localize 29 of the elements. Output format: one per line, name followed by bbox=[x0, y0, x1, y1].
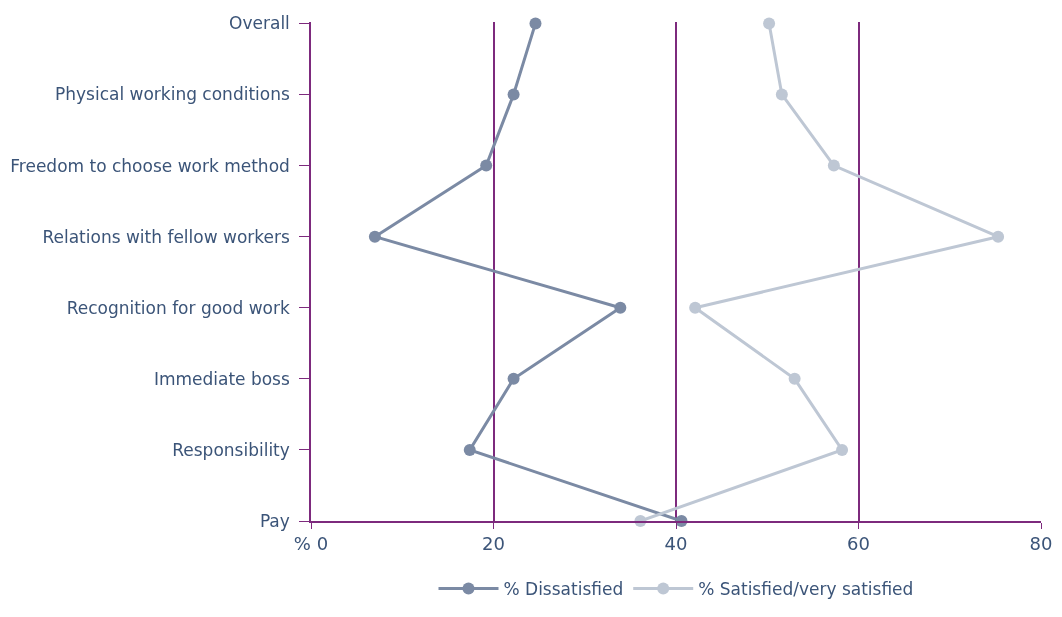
point bbox=[763, 17, 776, 30]
x-tick-label: 80 bbox=[1029, 533, 1053, 555]
point bbox=[368, 230, 381, 243]
y-tick-label: Relations with fellow workers bbox=[42, 226, 290, 247]
legend-label: % Satisfied/very satisfied bbox=[698, 579, 914, 600]
point bbox=[788, 372, 801, 385]
point bbox=[507, 372, 520, 385]
point bbox=[463, 443, 476, 456]
y-tick-label: Freedom to choose work method bbox=[10, 155, 290, 176]
x-tick-label: 60 bbox=[847, 533, 870, 555]
y-tick-label: Responsibility bbox=[172, 439, 290, 460]
point bbox=[689, 301, 702, 314]
y-tick-label: Overall bbox=[229, 13, 290, 34]
point bbox=[507, 88, 520, 101]
x-tick-label: 20 bbox=[482, 533, 505, 555]
point bbox=[992, 230, 1005, 243]
y-tick-label: Pay bbox=[259, 510, 290, 531]
y-tick-label: Immediate boss bbox=[153, 368, 290, 389]
point bbox=[836, 443, 849, 456]
y-tick-label: Recognition for good work bbox=[66, 297, 290, 318]
x-tick-label: % 0 bbox=[293, 533, 329, 555]
legend-label: % Dissatisfied bbox=[503, 579, 624, 600]
point bbox=[480, 159, 493, 172]
point bbox=[529, 17, 542, 30]
x-tick-label: 40 bbox=[664, 533, 688, 555]
point bbox=[614, 301, 627, 314]
point bbox=[775, 88, 788, 101]
y-tick-label: Physical working conditions bbox=[54, 84, 290, 105]
point bbox=[827, 159, 840, 172]
